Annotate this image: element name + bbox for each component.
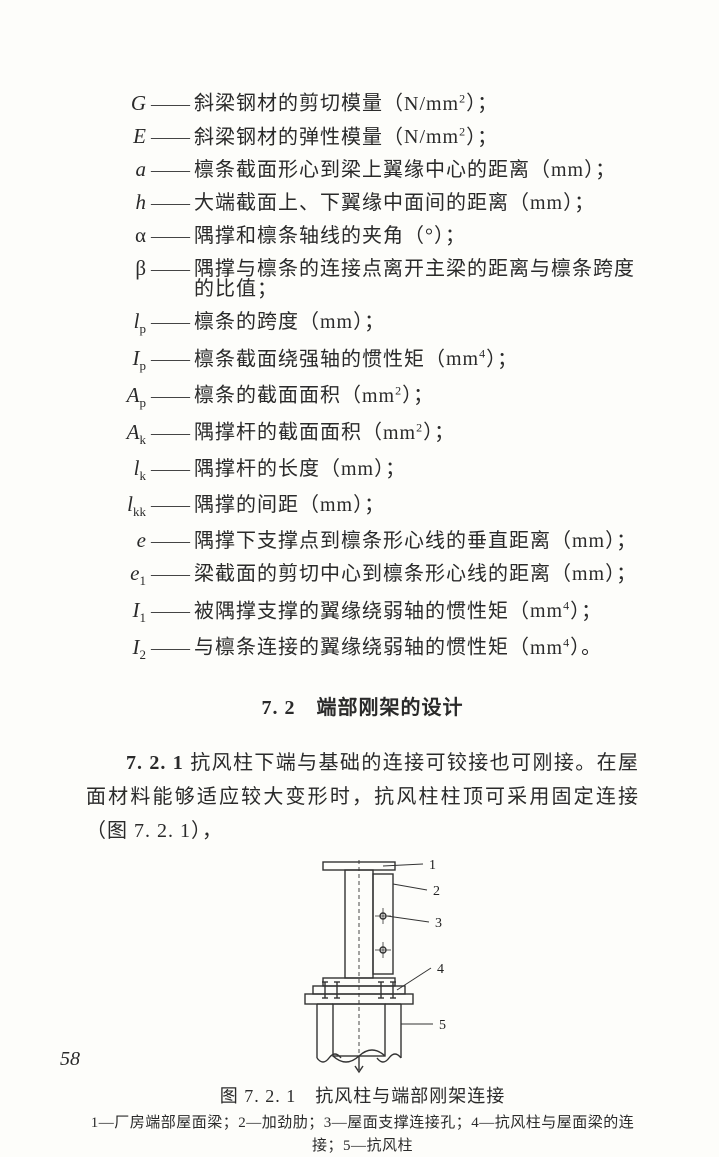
definition-row: Ip——檩条截面绕强轴的惯性矩（mm4）； [86, 348, 639, 373]
definition-text: 斜梁钢材的弹性模量（N/mm2）； [194, 126, 639, 148]
definition-symbol: h [86, 192, 146, 213]
definition-text: 梁截面的剪切中心到檩条形心线的距离（mm）； [194, 564, 639, 584]
definition-dash: —— [146, 193, 194, 213]
definition-text: 檩条的截面面积（mm2）； [194, 384, 639, 406]
definition-text: 檩条截面形心到梁上翼缘中心的距离（mm）； [194, 160, 639, 180]
svg-text:3: 3 [435, 916, 442, 931]
definition-row: lk——隅撑杆的长度（mm）； [86, 458, 639, 482]
definition-text: 隅撑的间距（mm）； [194, 495, 639, 515]
svg-text:1: 1 [429, 858, 436, 873]
definition-text: 隅撑和檩条轴线的夹角（°）； [194, 226, 639, 246]
definition-dash: —— [146, 386, 194, 406]
definition-row: lkk——隅撑的间距（mm）； [86, 494, 639, 518]
definition-row: α——隅撑和檩条轴线的夹角（°）； [86, 225, 639, 246]
definition-row: Ap——檩条的截面面积（mm2）； [86, 384, 639, 409]
definition-row: Ak——隅撑杆的截面面积（mm2）； [86, 421, 639, 446]
definition-row: h——大端截面上、下翼缘中面间的距离（mm）； [86, 192, 639, 213]
definition-symbol: α [86, 225, 146, 246]
definition-symbol: e1 [86, 563, 146, 587]
definition-text: 与檩条连接的翼缘绕弱轴的惯性矩（mm4）。 [194, 636, 639, 658]
definition-dash: —— [146, 423, 194, 443]
definition-text: 斜梁钢材的剪切模量（N/mm2）； [194, 92, 639, 114]
definition-symbol: Ak [86, 422, 146, 446]
definition-row: e1——梁截面的剪切中心到檩条形心线的距离（mm）； [86, 563, 639, 587]
svg-text:5: 5 [439, 1018, 446, 1033]
definition-row: a——檩条截面形心到梁上翼缘中心的距离（mm）； [86, 159, 639, 180]
definition-dash: —— [146, 312, 194, 332]
definition-row: lp——檩条的跨度（mm）； [86, 311, 639, 335]
definition-dash: —— [146, 495, 194, 515]
definition-text: 隅撑下支撑点到檩条形心线的垂直距离（mm）； [194, 531, 639, 551]
definition-dash: —— [146, 564, 194, 584]
definition-symbol: Ap [86, 385, 146, 409]
page-number: 58 [60, 1048, 80, 1071]
definition-symbol: a [86, 159, 146, 180]
svg-text:4: 4 [437, 962, 444, 977]
definition-text: 隅撑杆的截面面积（mm2）； [194, 421, 639, 443]
definition-dash: —— [146, 160, 194, 180]
definition-symbol: lk [86, 458, 146, 482]
definition-dash: —— [146, 226, 194, 246]
definition-text: 隅撑杆的长度（mm）； [194, 459, 639, 479]
definition-text: 隅撑与檩条的连接点离开主梁的距离与檩条跨度的比值； [194, 259, 639, 299]
section-title: 端部刚架的设计 [317, 697, 464, 719]
definition-dash: —— [146, 638, 194, 658]
section-heading: 7. 2 端部刚架的设计 [86, 691, 639, 720]
figure-diagram: 1 2 3 4 5 [233, 854, 493, 1074]
symbol-definitions-list: G——斜梁钢材的剪切模量（N/mm2）；E——斜梁钢材的弹性模量（N/mm2）；… [86, 92, 639, 661]
figure-key: 1—厂房端部屋面梁；2—加劲肋；3—屋面支撑连接孔；4—抗风柱与屋面梁的连接；5… [86, 1112, 639, 1157]
figure-caption: 图 7. 2. 1 抗风柱与端部刚架连接 [86, 1082, 639, 1108]
definition-row: β——隅撑与檩条的连接点离开主梁的距离与檩条跨度的比值； [86, 258, 639, 299]
definition-dash: —— [146, 601, 194, 621]
definition-symbol: lkk [86, 494, 146, 518]
definition-text: 大端截面上、下翼缘中面间的距离（mm）； [194, 193, 639, 213]
definition-symbol: G [86, 93, 146, 114]
definition-text: 檩条的跨度（mm）； [194, 312, 639, 332]
definition-dash: —— [146, 127, 194, 147]
definition-dash: —— [146, 259, 194, 279]
definition-symbol: E [86, 126, 146, 147]
definition-dash: —— [146, 531, 194, 551]
definition-symbol: I1 [86, 600, 146, 624]
definition-text: 檩条截面绕强轴的惯性矩（mm4）； [194, 348, 639, 370]
definition-dash: —— [146, 94, 194, 114]
definition-dash: —— [146, 459, 194, 479]
definition-symbol: Ip [86, 348, 146, 372]
definition-row: G——斜梁钢材的剪切模量（N/mm2）； [86, 92, 639, 114]
definition-symbol: e [86, 530, 146, 551]
definition-row: e——隅撑下支撑点到檩条形心线的垂直距离（mm）； [86, 530, 639, 551]
section-number: 7. 2 [262, 697, 296, 719]
definition-text: 被隅撑支撑的翼缘绕弱轴的惯性矩（mm4）； [194, 600, 639, 622]
definition-symbol: β [86, 258, 146, 279]
clause-7-2-1: 7. 2. 1抗风柱下端与基础的连接可铰接也可刚接。在屋面材料能够适应较大变形时… [86, 746, 639, 848]
definition-row: I2——与檩条连接的翼缘绕弱轴的惯性矩（mm4）。 [86, 636, 639, 661]
definition-row: I1——被隅撑支撑的翼缘绕弱轴的惯性矩（mm4）； [86, 600, 639, 625]
definition-symbol: I2 [86, 637, 146, 661]
clause-number: 7. 2. 1 [126, 752, 184, 774]
definition-dash: —— [146, 349, 194, 369]
definition-row: E——斜梁钢材的弹性模量（N/mm2）； [86, 126, 639, 148]
svg-text:2: 2 [433, 884, 440, 899]
figure-7-2-1: 1 2 3 4 5 图 7. 2. 1 抗风柱与端部刚架连接 1—厂房端部屋面梁；2—加… [86, 854, 639, 1157]
definition-symbol: lp [86, 311, 146, 335]
